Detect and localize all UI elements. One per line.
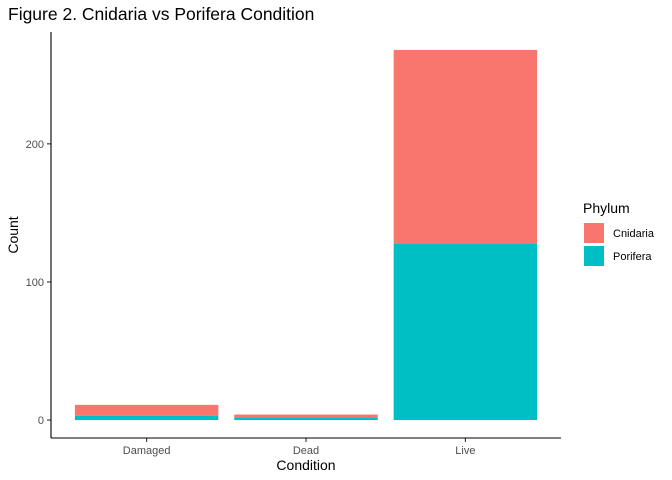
chart-title: Figure 2. Cnidaria vs Porifera Condition	[8, 4, 314, 24]
bar-porifera-live	[393, 243, 538, 421]
legend-key-cnidaria	[584, 223, 604, 243]
y-axis-title: Count	[5, 216, 21, 253]
bar-porifera-dead	[234, 417, 378, 421]
legend-label-porifera: Porifera	[613, 251, 652, 263]
y-tick-label: 100	[26, 277, 44, 289]
legend-label-cnidaria: Cnidaria	[613, 228, 655, 240]
x-axis-title: Condition	[276, 457, 335, 473]
y-axis-ticks: 0 100 200	[26, 139, 51, 427]
bar-cnidaria-damaged	[74, 404, 219, 416]
bar-cnidaria-dead	[234, 414, 378, 418]
y-tick-label: 0	[38, 415, 44, 427]
x-axis-ticks: Damaged Dead Live	[123, 438, 475, 457]
y-tick-label: 200	[26, 139, 44, 151]
bar-cnidaria-live	[393, 49, 538, 244]
bar-porifera-damaged	[74, 415, 219, 421]
x-tick-label: Dead	[293, 445, 319, 457]
x-tick-label: Damaged	[123, 445, 171, 457]
legend-title: Phylum	[583, 200, 630, 216]
bars-layer	[74, 49, 538, 421]
legend: Phylum Cnidaria Porifera	[583, 200, 655, 266]
x-tick-label: Live	[455, 445, 475, 457]
legend-items: Cnidaria Porifera	[584, 223, 655, 266]
legend-key-porifera	[584, 246, 604, 266]
